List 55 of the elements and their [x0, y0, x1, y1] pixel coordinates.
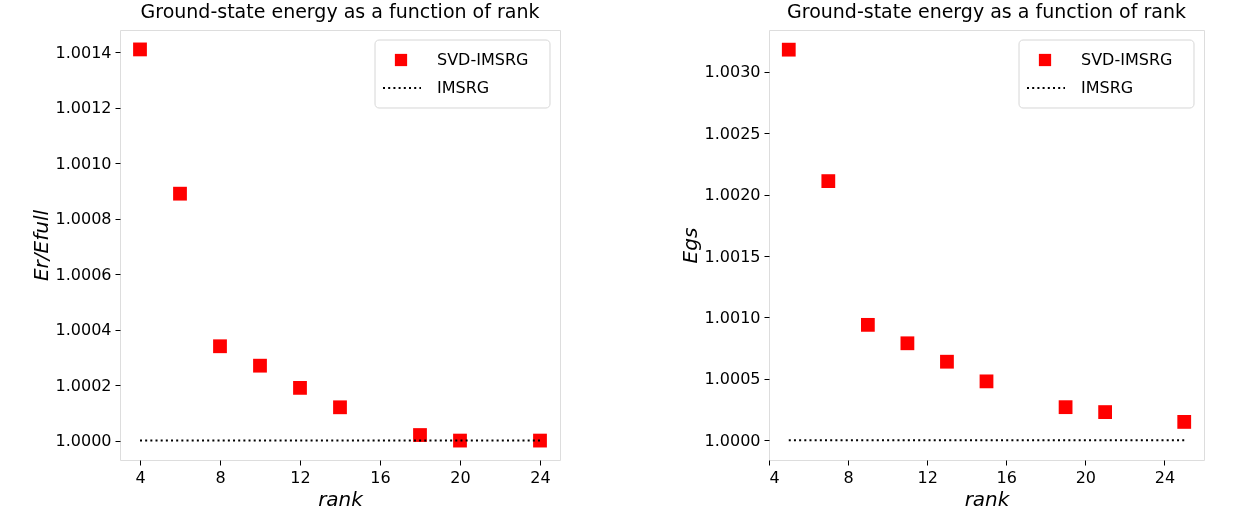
point: [940, 354, 954, 369]
x-tick-label: 12: [290, 467, 311, 487]
legend-label: SVD-IMSRG: [437, 50, 529, 69]
y-tick-label: 1.0010: [704, 307, 761, 327]
x-tick-label: 24: [1154, 467, 1176, 487]
x-tick-label: 8: [843, 467, 854, 487]
point: [453, 433, 467, 448]
y-tick-label: 1.0000: [55, 431, 112, 451]
x-tick-label: 16: [370, 467, 391, 487]
chart-title: Ground-state energy as a function of rank: [787, 0, 1186, 22]
y-tick-label: 1.0006: [55, 264, 112, 284]
point: [979, 374, 994, 389]
x-tick-label: 16: [996, 467, 1017, 487]
point: [1177, 415, 1192, 429]
y-tick-label: 1.0008: [55, 209, 112, 229]
y-tick-label: 1.0014: [55, 42, 112, 62]
y-tick-label: 1.0030: [704, 62, 761, 82]
legend-label: IMSRG: [1081, 78, 1134, 97]
point: [781, 42, 796, 57]
y-tick-label: 1.0002: [55, 375, 112, 395]
point: [333, 400, 347, 415]
point: [173, 186, 187, 201]
y-tick-label: 1.0010: [55, 153, 112, 173]
y-tick-label: 1.0025: [704, 123, 761, 143]
point: [1058, 400, 1073, 415]
x-tick-label: 8: [215, 467, 226, 487]
y-tick-label: 1.0005: [704, 369, 761, 389]
point: [413, 428, 427, 442]
point: [1098, 405, 1113, 419]
y-tick-label: 1.0015: [704, 246, 761, 266]
point: [253, 358, 267, 373]
x-axis-title: rank: [318, 486, 365, 511]
x-axis-title: rank: [964, 486, 1011, 511]
point: [213, 339, 227, 354]
x-tick-label: 4: [135, 467, 146, 487]
point: [860, 317, 875, 332]
y-tick-label: 1.0020: [704, 185, 761, 205]
x-tick-label: 24: [530, 467, 551, 487]
legend-label: IMSRG: [437, 78, 490, 97]
point: [293, 380, 307, 395]
y-tick-label: 1.0012: [55, 98, 112, 118]
y-axis-title: Egs: [677, 227, 702, 264]
y-tick-label: 1.0000: [704, 430, 761, 450]
point: [900, 336, 915, 351]
y-tick-label: 1.0004: [55, 320, 112, 340]
point: [821, 174, 836, 189]
x-tick-label: 20: [450, 467, 471, 487]
chart-title: Ground-state energy as a function of rank: [140, 0, 540, 22]
x-tick-label: 20: [1075, 467, 1097, 487]
legend-label: SVD-IMSRG: [1081, 50, 1173, 69]
point: [133, 42, 147, 57]
x-tick-label: 4: [769, 467, 780, 487]
x-tick-label: 12: [917, 467, 938, 487]
point: [533, 433, 547, 448]
y-axis-title: Er/Efull: [28, 209, 53, 282]
